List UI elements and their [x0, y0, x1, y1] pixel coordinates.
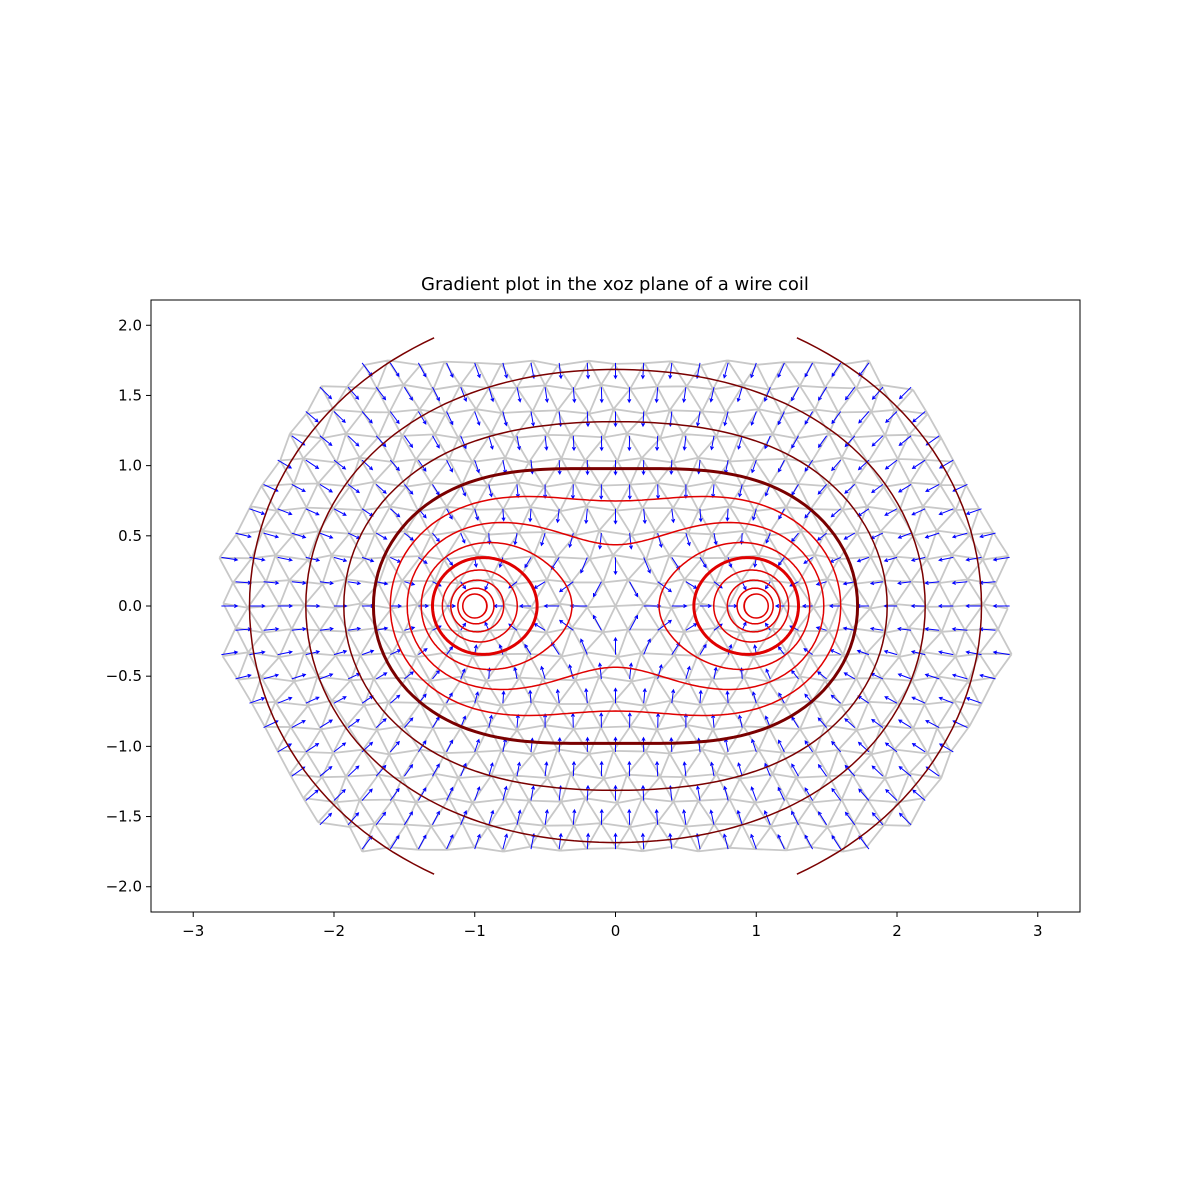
contour-line: [441, 569, 519, 643]
y-tick-label: −0.5: [106, 667, 142, 685]
y-tick-label: −1.5: [106, 808, 142, 826]
contour-line: [457, 587, 495, 625]
mesh-edges: [218, 359, 1013, 853]
contour-line: [248, 337, 983, 875]
contour-line: [371, 467, 860, 745]
x-axis-ticks: −3 −2 −1 0 1 2 3: [182, 912, 1043, 940]
y-tick-label: 0.5: [118, 527, 142, 545]
contour-line: [450, 579, 505, 633]
contour-line: [420, 541, 573, 671]
x-tick-label: 0: [611, 922, 621, 940]
y-tick-label: 0.0: [118, 597, 142, 615]
y-tick-label: 1.5: [118, 386, 142, 404]
wire-crossing-hole: [461, 593, 488, 619]
wire-crossings: [461, 593, 770, 619]
contour-line: [389, 495, 842, 717]
contour-line: [692, 556, 800, 656]
y-tick-label: 2.0: [118, 316, 142, 334]
x-tick-label: −2: [323, 922, 345, 940]
triangulation-mesh: [218, 359, 1013, 853]
chart-title: Gradient plot in the xoz plane of a wire…: [421, 274, 809, 295]
y-tick-label: −2.0: [106, 878, 142, 896]
x-tick-label: 2: [892, 922, 902, 940]
y-axis-ticks: −2.0 −1.5 −1.0 −0.5 0.0 0.5 1.0 1.5 2.0: [106, 316, 151, 896]
contour-line: [406, 521, 825, 691]
potential-contours: [248, 337, 983, 875]
contour-line: [658, 541, 811, 671]
contour-line: [726, 579, 781, 633]
x-tick-label: −1: [464, 922, 486, 940]
contour-line: [431, 556, 539, 656]
contour-line: [305, 368, 926, 844]
y-tick-label: −1.0: [106, 737, 142, 755]
y-tick-label: 1.0: [118, 457, 142, 475]
contour-line: [343, 420, 888, 792]
wire-crossing-hole: [743, 593, 770, 619]
contour-line: [712, 569, 790, 643]
x-tick-label: 1: [751, 922, 761, 940]
contour-line: [736, 587, 774, 625]
x-tick-label: −3: [182, 922, 204, 940]
x-tick-label: 3: [1033, 922, 1043, 940]
